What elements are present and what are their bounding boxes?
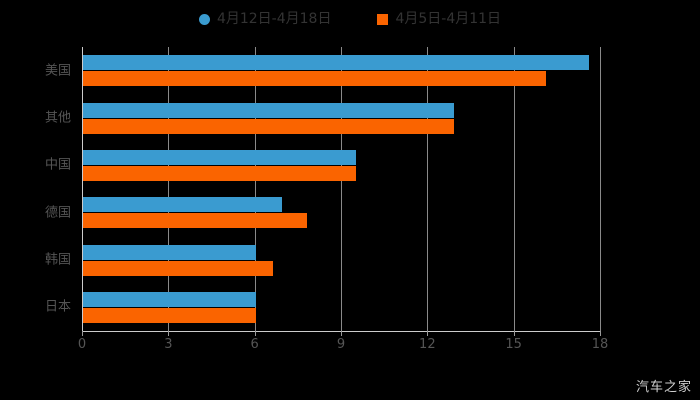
gridline [168, 47, 170, 331]
bar[interactable] [83, 102, 455, 118]
bar[interactable] [83, 197, 282, 213]
x-axis-tick [168, 331, 170, 336]
gridline [513, 47, 515, 331]
y-axis-tick-label: 德国 [44, 205, 71, 221]
x-axis-tick-label: 9 [336, 337, 346, 352]
x-axis-tick-label: 12 [419, 337, 436, 352]
x-axis-tick [427, 331, 429, 336]
y-axis-tick-label: 美国 [44, 63, 71, 79]
x-axis-tick [600, 331, 601, 336]
bar-group: 美国 [45, 52, 600, 89]
y-axis-tick-label: 中国 [44, 157, 71, 173]
legend-entry[interactable]: 4月5日-4月11日 [377, 12, 501, 26]
bar[interactable] [83, 260, 273, 276]
legend-square-icon [377, 13, 389, 25]
bar-group: 韩国 [45, 242, 600, 279]
bar[interactable] [83, 244, 256, 260]
gridline [341, 47, 342, 331]
gridline [254, 47, 256, 331]
y-axis-tick-label: 日本 [44, 299, 71, 315]
watermark: 汽车之家 [635, 380, 692, 395]
y-axis-tick-label: 韩国 [44, 252, 71, 268]
x-axis-tick-label: 15 [505, 337, 522, 352]
bar-group: 中国 [45, 147, 600, 184]
x-axis-tick [82, 331, 83, 336]
bar[interactable] [83, 71, 547, 87]
bar[interactable] [83, 291, 256, 307]
bar-group: 其他 [45, 100, 600, 137]
x-axis-tick-label: 18 [591, 337, 609, 352]
bar[interactable] [83, 118, 455, 134]
gridline [427, 47, 429, 331]
x-axis-tick [254, 331, 256, 336]
y-axis-line [82, 47, 83, 331]
bar-group: 日本 [45, 289, 600, 326]
x-axis-tick [513, 331, 515, 336]
bar[interactable] [83, 149, 357, 165]
x-axis-tick-label: 6 [250, 337, 259, 352]
y-axis-tick-label: 其他 [44, 110, 71, 126]
x-axis-tick-label: 3 [164, 337, 173, 352]
legend-label: 4月5日-4月11日 [395, 11, 502, 27]
x-axis-tick-label: 0 [77, 337, 87, 352]
legend-circle-icon [198, 13, 210, 25]
plot-area: 0 3 6 9 12 15 18 美国其他中国德国韩国日本 [45, 47, 608, 351]
bar[interactable] [83, 165, 357, 181]
chart-legend: 4月12日-4月18日 4月5日-4月11日 [0, 8, 700, 30]
bar[interactable] [83, 55, 590, 71]
legend-label: 4月12日-4月18日 [216, 11, 332, 27]
legend-entry[interactable]: 4月12日-4月18日 [198, 11, 332, 27]
bar[interactable] [83, 213, 308, 229]
gridline [600, 47, 601, 331]
x-axis-tick [341, 331, 342, 336]
bar[interactable] [83, 307, 256, 323]
bar-group: 德国 [45, 194, 600, 231]
